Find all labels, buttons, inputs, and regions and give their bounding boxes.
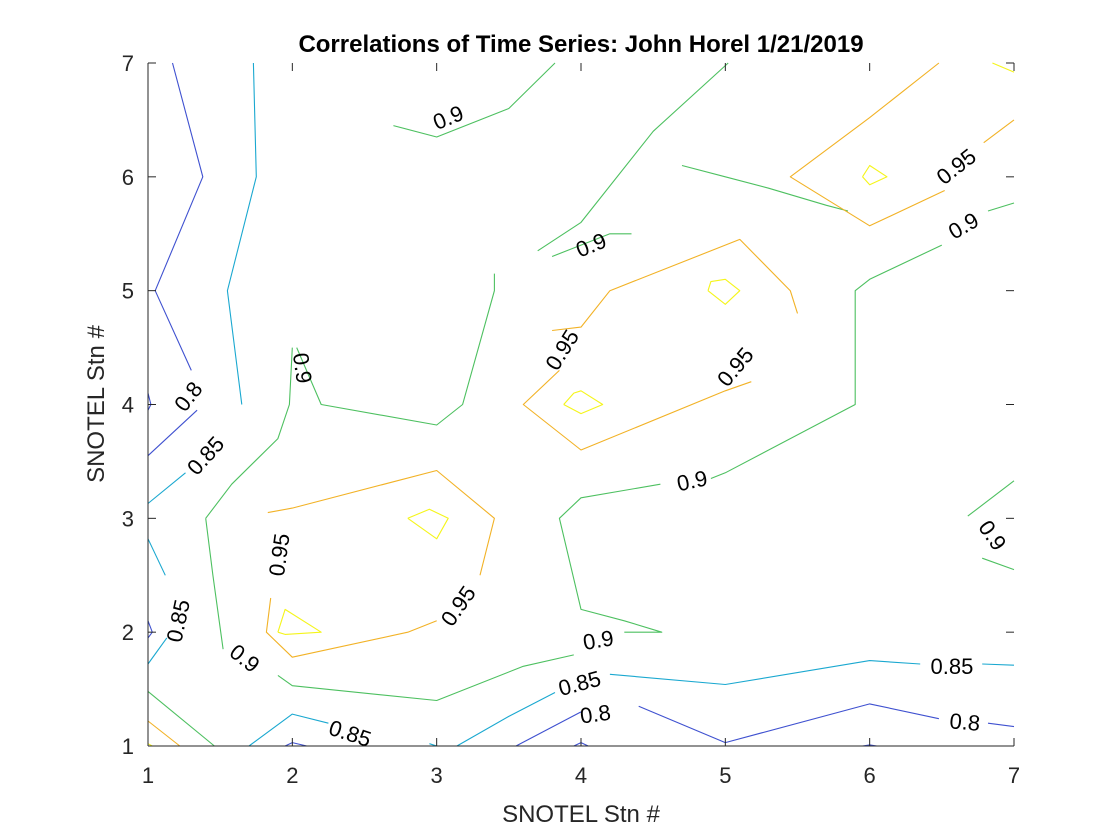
x-tick-label: 3 (431, 763, 443, 788)
contour-line (681, 164, 849, 212)
contour-line (147, 690, 215, 747)
contour-line (407, 508, 449, 540)
y-tick-label: 3 (122, 506, 134, 531)
x-tick-label: 4 (575, 763, 587, 788)
contour-line (205, 518, 224, 650)
contour-label: 0.8 (579, 700, 613, 729)
contour-line (265, 597, 437, 658)
contour-line (707, 278, 741, 305)
chart-title: Correlations of Time Series: John Horel … (298, 31, 863, 58)
contour-label: 0.9 (581, 625, 615, 655)
contour-lines (147, 62, 1015, 747)
x-ticks: 1 2 3 4 5 6 7 (142, 63, 1020, 788)
contour-line (862, 164, 888, 186)
contour-label: 0.9 (288, 351, 317, 385)
contour-line (992, 62, 1015, 73)
contour-line (515, 711, 582, 747)
contour-line (983, 119, 1015, 144)
contour-label: 0.8 (949, 708, 982, 736)
contour-line (522, 370, 752, 451)
contour-line (789, 62, 945, 227)
y-ticks: 1 2 3 4 5 6 7 (122, 51, 1014, 759)
y-tick-label: 4 (122, 393, 134, 418)
y-tick-label: 2 (122, 620, 134, 645)
contour-line (982, 557, 1015, 571)
contour-line (982, 663, 1015, 666)
x-tick-label: 2 (286, 763, 298, 788)
contour-line (147, 538, 166, 576)
contour-line (987, 202, 1015, 212)
y-tick-label: 1 (122, 734, 134, 759)
contour-line (558, 483, 663, 633)
contour-line (609, 660, 921, 686)
contour-line (267, 469, 495, 576)
contour-line (226, 62, 257, 405)
contour-line (248, 713, 329, 747)
contour-line (277, 608, 322, 635)
contour-line (147, 409, 198, 457)
plot-area: 0.90.950.90.90.95 0.950.90.80.850.90.950.… (122, 51, 1020, 788)
contour-line (551, 233, 632, 258)
contour-line (710, 244, 943, 480)
contour-line (552, 238, 799, 332)
contour-line (277, 654, 574, 702)
contour-line (987, 722, 1015, 728)
contour-line (638, 703, 940, 744)
contour-line (147, 637, 168, 665)
y-tick-label: 5 (122, 279, 134, 304)
contour-line (967, 480, 1015, 517)
y-tick-label: 7 (122, 51, 134, 76)
axes-box (148, 63, 1014, 746)
contour-line (393, 62, 556, 138)
contour-line (205, 347, 293, 519)
contour-label: 0.9 (675, 465, 710, 496)
contour-line (537, 62, 729, 252)
x-axis-label: SNOTEL Stn # (502, 801, 660, 828)
y-tick-label: 6 (122, 165, 134, 190)
contour-line (147, 720, 181, 747)
contour-label: 0.95 (264, 532, 295, 578)
contour-line (147, 472, 186, 504)
contour-line (154, 62, 204, 371)
contour-label: 0.85 (930, 654, 973, 679)
contour-line (456, 692, 556, 747)
x-tick-label: 5 (719, 763, 731, 788)
x-tick-label: 7 (1008, 763, 1020, 788)
x-tick-label: 1 (142, 763, 154, 788)
y-axis-label: SNOTEL Stn # (83, 324, 110, 482)
contour-line (296, 273, 495, 426)
x-tick-label: 6 (864, 763, 876, 788)
contour-line (563, 390, 604, 415)
